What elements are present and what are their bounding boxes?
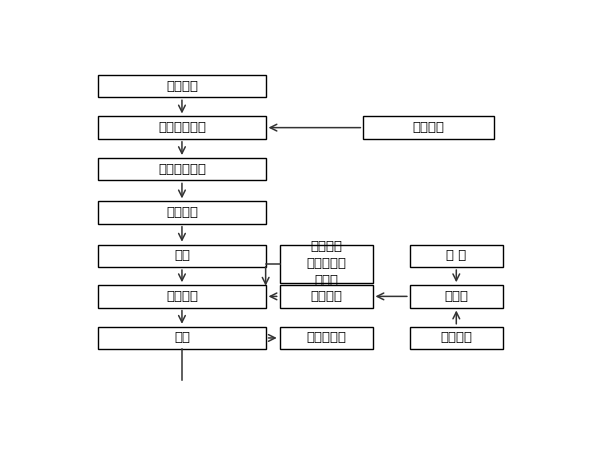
Bar bbox=[98, 245, 266, 267]
Bar bbox=[280, 245, 373, 283]
Bar bbox=[410, 285, 503, 308]
Text: 钻孔: 钻孔 bbox=[174, 249, 190, 262]
Bar bbox=[364, 117, 493, 139]
Text: 桩机就位: 桩机就位 bbox=[166, 206, 198, 219]
Bar bbox=[410, 245, 503, 267]
Bar bbox=[280, 327, 373, 349]
Text: 搭设作业平台: 搭设作业平台 bbox=[158, 163, 206, 176]
Text: 钻孔注浆
（也可干挖
成孔）: 钻孔注浆 （也可干挖 成孔） bbox=[306, 240, 346, 287]
Text: 施工准备: 施工准备 bbox=[166, 80, 198, 93]
Bar bbox=[98, 285, 266, 308]
Bar bbox=[98, 75, 266, 97]
Text: 埋设钻孔护筒: 埋设钻孔护筒 bbox=[158, 121, 206, 134]
Text: 设置泥浆泵: 设置泥浆泵 bbox=[306, 332, 346, 344]
Text: 制作护筒: 制作护筒 bbox=[412, 121, 445, 134]
Text: 清孔: 清孔 bbox=[174, 332, 190, 344]
Bar bbox=[98, 158, 266, 180]
Text: 泥浆池: 泥浆池 bbox=[444, 290, 468, 303]
Text: 供 水: 供 水 bbox=[446, 249, 466, 262]
Text: 成孔检测: 成孔检测 bbox=[166, 290, 198, 303]
Bar bbox=[98, 201, 266, 224]
Text: 泥浆沉淀: 泥浆沉淀 bbox=[310, 290, 342, 303]
Bar bbox=[280, 285, 373, 308]
Bar bbox=[410, 327, 503, 349]
Bar bbox=[98, 327, 266, 349]
Bar bbox=[98, 117, 266, 139]
Text: 泥浆备料: 泥浆备料 bbox=[440, 332, 472, 344]
